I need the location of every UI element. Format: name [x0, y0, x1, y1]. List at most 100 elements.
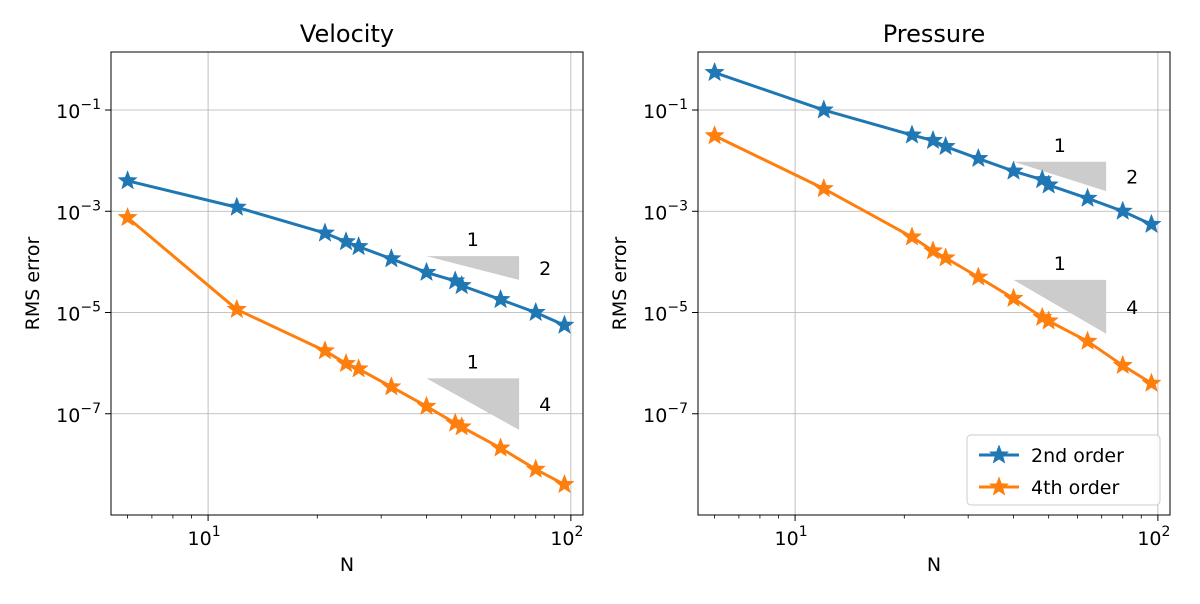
data-point-star	[1141, 213, 1162, 234]
x-tick-exponent: 2	[1162, 524, 1171, 540]
data-point-star	[554, 314, 575, 334]
data-point-star	[935, 247, 956, 267]
legend-marker-star	[988, 476, 1010, 496]
y-tick-label: 10−5	[56, 300, 101, 326]
axes-frame	[110, 51, 584, 516]
x-tick-exponent: 1	[212, 524, 221, 540]
series-line-2nd-order	[714, 71, 1153, 226]
series-line-4th-order	[126, 216, 566, 486]
data-point-star	[314, 222, 336, 242]
slope-rise-label: 2	[539, 258, 551, 280]
data-point-star	[704, 125, 725, 145]
y-tick-base: 10	[643, 202, 667, 224]
series-line-4th-order	[713, 134, 1153, 385]
y-tick-exponent: −7	[667, 401, 688, 417]
data-point-star	[335, 231, 357, 251]
plot-area	[111, 52, 583, 515]
y-tick-label: 10−1	[56, 97, 101, 123]
data-point-star	[1112, 200, 1133, 220]
data-point-star	[901, 124, 923, 144]
slope-triangle	[426, 256, 520, 280]
data-point-star	[968, 147, 989, 168]
x-tick-label: 101	[775, 524, 808, 550]
data-point-star	[813, 177, 834, 198]
x-axis-label: N	[340, 554, 354, 576]
legend-marker-star	[988, 444, 1010, 464]
data-point-star	[935, 135, 956, 156]
data-point-star	[525, 458, 546, 478]
slope-rise-label: 2	[1126, 166, 1138, 188]
legend: 2nd order 4th order	[966, 434, 1161, 506]
y-tick-base: 10	[56, 304, 80, 326]
slope-triangle	[1013, 161, 1107, 192]
y-axis-label: RMS error	[22, 236, 44, 330]
y-tick-label: 10−3	[643, 198, 688, 224]
data-point-star	[416, 395, 437, 416]
y-tick-label: 10−5	[643, 300, 688, 326]
data-point-star	[117, 170, 138, 190]
x-tick-base: 10	[188, 528, 212, 550]
y-tick-exponent: −3	[667, 198, 688, 214]
y-tick-label: 10−3	[56, 198, 101, 224]
y-tick-exponent: −3	[80, 198, 101, 214]
data-point-star	[1038, 174, 1059, 194]
series-line-2nd-order	[127, 179, 566, 327]
chart-title: Pressure	[883, 20, 985, 48]
axes-frame	[697, 51, 1171, 516]
x-tick-base: 10	[550, 528, 574, 550]
data-point-star	[490, 288, 511, 309]
x-tick-label: 101	[188, 524, 221, 550]
y-tick-label: 10−7	[643, 401, 688, 427]
data-point-star	[813, 99, 834, 119]
data-point-star	[922, 240, 944, 260]
data-point-star	[348, 358, 369, 378]
legend-entry-label: 4th order	[1031, 477, 1119, 499]
data-point-star	[922, 129, 944, 150]
slope-rise-label: 4	[539, 394, 551, 416]
data-point-star	[1112, 354, 1133, 375]
y-tick-base: 10	[643, 101, 667, 123]
y-tick-exponent: −1	[667, 97, 688, 113]
y-tick-label: 10−7	[56, 401, 101, 427]
y-tick-base: 10	[56, 405, 80, 427]
data-point-star	[1141, 372, 1162, 392]
y-tick-exponent: −5	[80, 300, 101, 316]
x-tick-label: 102	[550, 524, 583, 550]
data-point-star	[226, 196, 247, 216]
y-tick-exponent: −5	[667, 300, 688, 316]
data-point-star	[1077, 187, 1098, 208]
data-point-star	[901, 226, 923, 246]
legend-entry-label: 2nd order	[1031, 445, 1124, 467]
chart-title: Velocity	[300, 20, 394, 48]
data-point-star	[704, 61, 725, 82]
data-point-star	[554, 473, 575, 494]
data-point-star	[1003, 287, 1024, 308]
data-point-star	[226, 298, 247, 319]
data-point-star	[525, 301, 546, 322]
slope-rise-label: 4	[1126, 297, 1138, 319]
x-tick-exponent: 1	[799, 524, 808, 540]
y-tick-base: 10	[56, 202, 80, 224]
data-point-star	[490, 437, 511, 457]
data-point-star	[335, 352, 357, 373]
y-tick-exponent: −1	[80, 97, 101, 113]
y-tick-label: 10−1	[643, 97, 688, 123]
data-point-star	[381, 376, 402, 396]
y-axis-label: RMS error	[609, 236, 631, 330]
slope-run-label: 1	[467, 351, 479, 373]
data-point-star	[451, 274, 472, 295]
data-point-star	[314, 340, 336, 360]
data-point-star	[451, 416, 472, 436]
slope-triangle	[1013, 279, 1107, 334]
data-point-star	[348, 235, 369, 256]
data-point-star	[1038, 310, 1059, 330]
data-point-star	[117, 206, 138, 227]
data-point-star	[1003, 160, 1024, 180]
x-tick-label: 102	[1137, 524, 1170, 550]
y-tick-base: 10	[56, 101, 80, 123]
y-tick-base: 10	[643, 405, 667, 427]
slope-run-label: 1	[467, 229, 479, 251]
x-tick-base: 10	[1137, 528, 1161, 550]
